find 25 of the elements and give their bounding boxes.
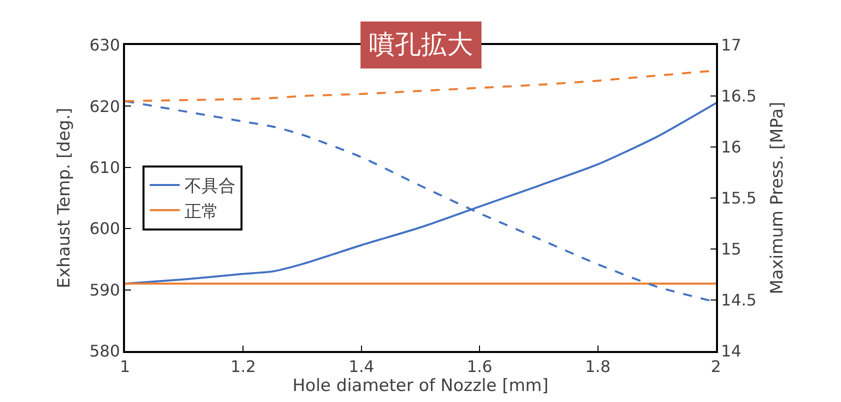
x-axis-title: Hole diameter of Nozzle [mm] [292,376,548,396]
chart-title: 噴孔拡大 [369,30,473,60]
y2-tick-label: 14 [720,342,742,361]
y2-tick-label: 14.5 [720,290,757,310]
y2-tick-label: 16 [720,138,742,157]
x-tick-label: 2 [710,356,722,376]
y2-tick-label: 15.5 [720,188,757,208]
y-tick-label: 590 [90,280,120,300]
x-tick-label: 1.8 [585,356,611,376]
y-tick-label: 580 [90,342,120,361]
x-tick-label: 1.2 [230,356,256,376]
legend-label: 正常 [184,202,219,222]
y2-tick-label: 17 [720,36,742,55]
y-tick-label: 620 [90,96,120,116]
y2-tick-label: 16.5 [720,86,757,106]
y-tick-label: 630 [90,36,120,55]
x-tick-label: 1.6 [466,356,492,376]
x-tick-label: 1 [120,356,130,376]
y-tick-label: 610 [90,158,120,177]
y2-axis-title: Maximum Press. [MPa] [767,102,788,294]
legend-label: 不具合 [184,176,236,197]
y-tick-label: 600 [90,219,120,238]
x-tick-label: 1.4 [348,356,374,376]
y2-tick-label: 15 [720,240,742,259]
y-axis-title: Exhaust Temp. [deg.] [54,108,75,288]
